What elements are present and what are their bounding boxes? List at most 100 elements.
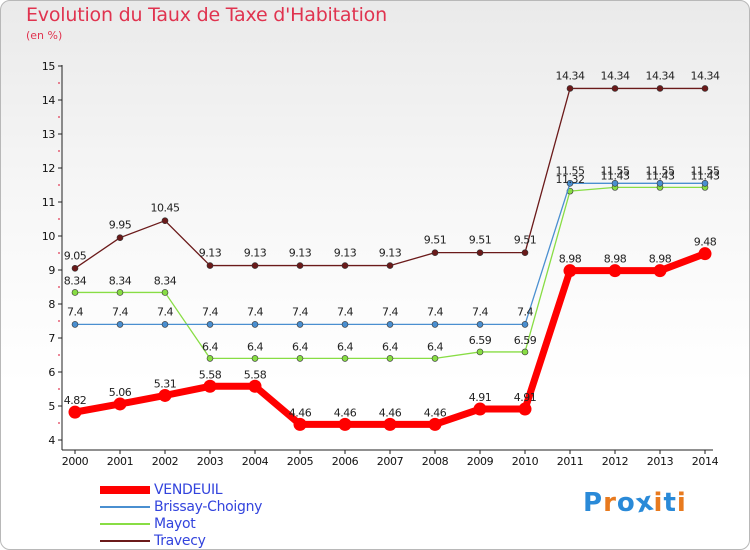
y-tick-label: 13 (42, 128, 56, 141)
series-point-3 (476, 249, 484, 256)
data-label: 4.91 (514, 391, 537, 404)
y-minor-tick-dot (58, 184, 60, 186)
legend-label: Brissay-Choigny (154, 499, 263, 515)
series-point-3 (656, 85, 664, 92)
data-label: 6.4 (247, 340, 263, 353)
data-label: 4.82 (64, 394, 87, 407)
y-minor-tick-dot (58, 218, 60, 220)
x-tick-label: 2004 (242, 455, 269, 468)
x-tick-label: 2003 (197, 455, 224, 468)
data-label: 6.4 (427, 340, 443, 353)
y-tick-label: 8 (48, 298, 55, 311)
x-tick-label: 2013 (647, 455, 674, 468)
data-label: 7.4 (472, 305, 488, 318)
series-point-1 (161, 321, 169, 328)
series-point-3 (71, 264, 79, 272)
data-label: 9.13 (244, 247, 267, 260)
data-label: 9.13 (334, 247, 357, 260)
logo-letter: o (616, 488, 636, 518)
legend-swatch (100, 486, 150, 494)
data-label: 6.59 (469, 334, 492, 347)
series-point-2 (341, 355, 349, 362)
data-label: 8.34 (154, 274, 177, 287)
x-tick-label: 2009 (467, 455, 494, 468)
series-point-1 (206, 321, 214, 328)
data-label: 9.51 (469, 234, 492, 247)
data-label: 11.43 (691, 169, 720, 182)
data-label: 6.4 (202, 340, 218, 353)
data-label: 14.34 (646, 69, 675, 82)
series-point-2 (476, 348, 484, 356)
y-tick-label: 9 (48, 264, 55, 277)
chart-unit: (en %) (26, 29, 63, 42)
data-label: 8.98 (649, 253, 672, 266)
x-tick-label: 2002 (152, 455, 178, 468)
y-minor-tick-dot (58, 286, 60, 288)
y-tick-label: 10 (42, 230, 56, 243)
data-label: 7.4 (382, 305, 398, 318)
series-point-1 (296, 321, 304, 328)
legend-label: Mayot (154, 516, 196, 532)
x-tick-label: 2001 (107, 455, 133, 468)
data-label: 7.4 (247, 305, 263, 318)
data-label: 7.4 (157, 305, 173, 318)
data-label: 7.4 (202, 305, 218, 318)
data-label: 4.46 (379, 406, 402, 419)
series-point-1 (431, 321, 439, 328)
logo-letter: i (653, 488, 664, 518)
data-label: 7.4 (517, 305, 533, 318)
series-point-0 (68, 405, 82, 419)
data-label: 8.34 (109, 274, 132, 287)
series-point-0 (518, 402, 532, 416)
y-tick-label: 6 (48, 366, 55, 379)
data-label: 6.4 (382, 340, 398, 353)
logo-letter: i (676, 488, 687, 518)
data-label: 7.4 (67, 305, 83, 318)
data-label: 9.51 (424, 234, 447, 247)
series-point-1 (701, 180, 709, 187)
data-label: 10.45 (151, 202, 180, 215)
series-point-1 (116, 321, 124, 328)
series-point-3 (251, 262, 259, 269)
data-label: 4.46 (334, 406, 357, 419)
series-point-3 (386, 262, 394, 269)
data-label: 11.43 (646, 169, 675, 182)
chart-title: Evolution du Taux de Taxe d'Habitation (26, 4, 387, 26)
y-minor-tick-dot (58, 354, 60, 356)
x-tick-label: 2008 (422, 455, 449, 468)
series-point-3 (116, 234, 124, 241)
y-tick-label: 4 (48, 434, 55, 447)
data-label: 9.48 (694, 236, 717, 249)
legend-label: Travecy (154, 533, 206, 549)
y-minor-tick-dot (58, 116, 60, 118)
legend-swatch (100, 540, 150, 542)
series-point-0 (653, 264, 667, 278)
data-label: 9.51 (514, 234, 537, 247)
series-point-0 (428, 417, 442, 431)
data-label: 8.98 (604, 253, 627, 266)
proxiti-logo: Proxiti (583, 486, 687, 519)
series-point-1 (566, 180, 574, 187)
series-point-3 (161, 217, 169, 224)
series-point-3 (611, 85, 619, 92)
data-label: 7.4 (292, 305, 308, 318)
data-label: 5.58 (244, 368, 267, 381)
data-label: 7.4 (337, 305, 353, 318)
series-point-3 (341, 262, 349, 269)
y-minor-tick-dot (58, 82, 60, 84)
series-point-1 (476, 321, 484, 328)
series-point-1 (386, 321, 394, 328)
legend-label: VENDEUIL (154, 482, 223, 498)
series-point-3 (206, 262, 214, 269)
y-minor-tick-dot (58, 320, 60, 322)
series-point-0 (563, 264, 577, 278)
series-point-3 (296, 262, 304, 269)
y-tick-label: 11 (42, 196, 55, 209)
series-point-2 (206, 355, 214, 362)
series-point-0 (338, 417, 352, 431)
series-point-1 (341, 321, 349, 328)
series-point-0 (248, 379, 262, 393)
y-tick-label: 7 (48, 332, 55, 345)
x-tick-label: 2011 (557, 455, 583, 468)
series-point-0 (698, 247, 712, 261)
